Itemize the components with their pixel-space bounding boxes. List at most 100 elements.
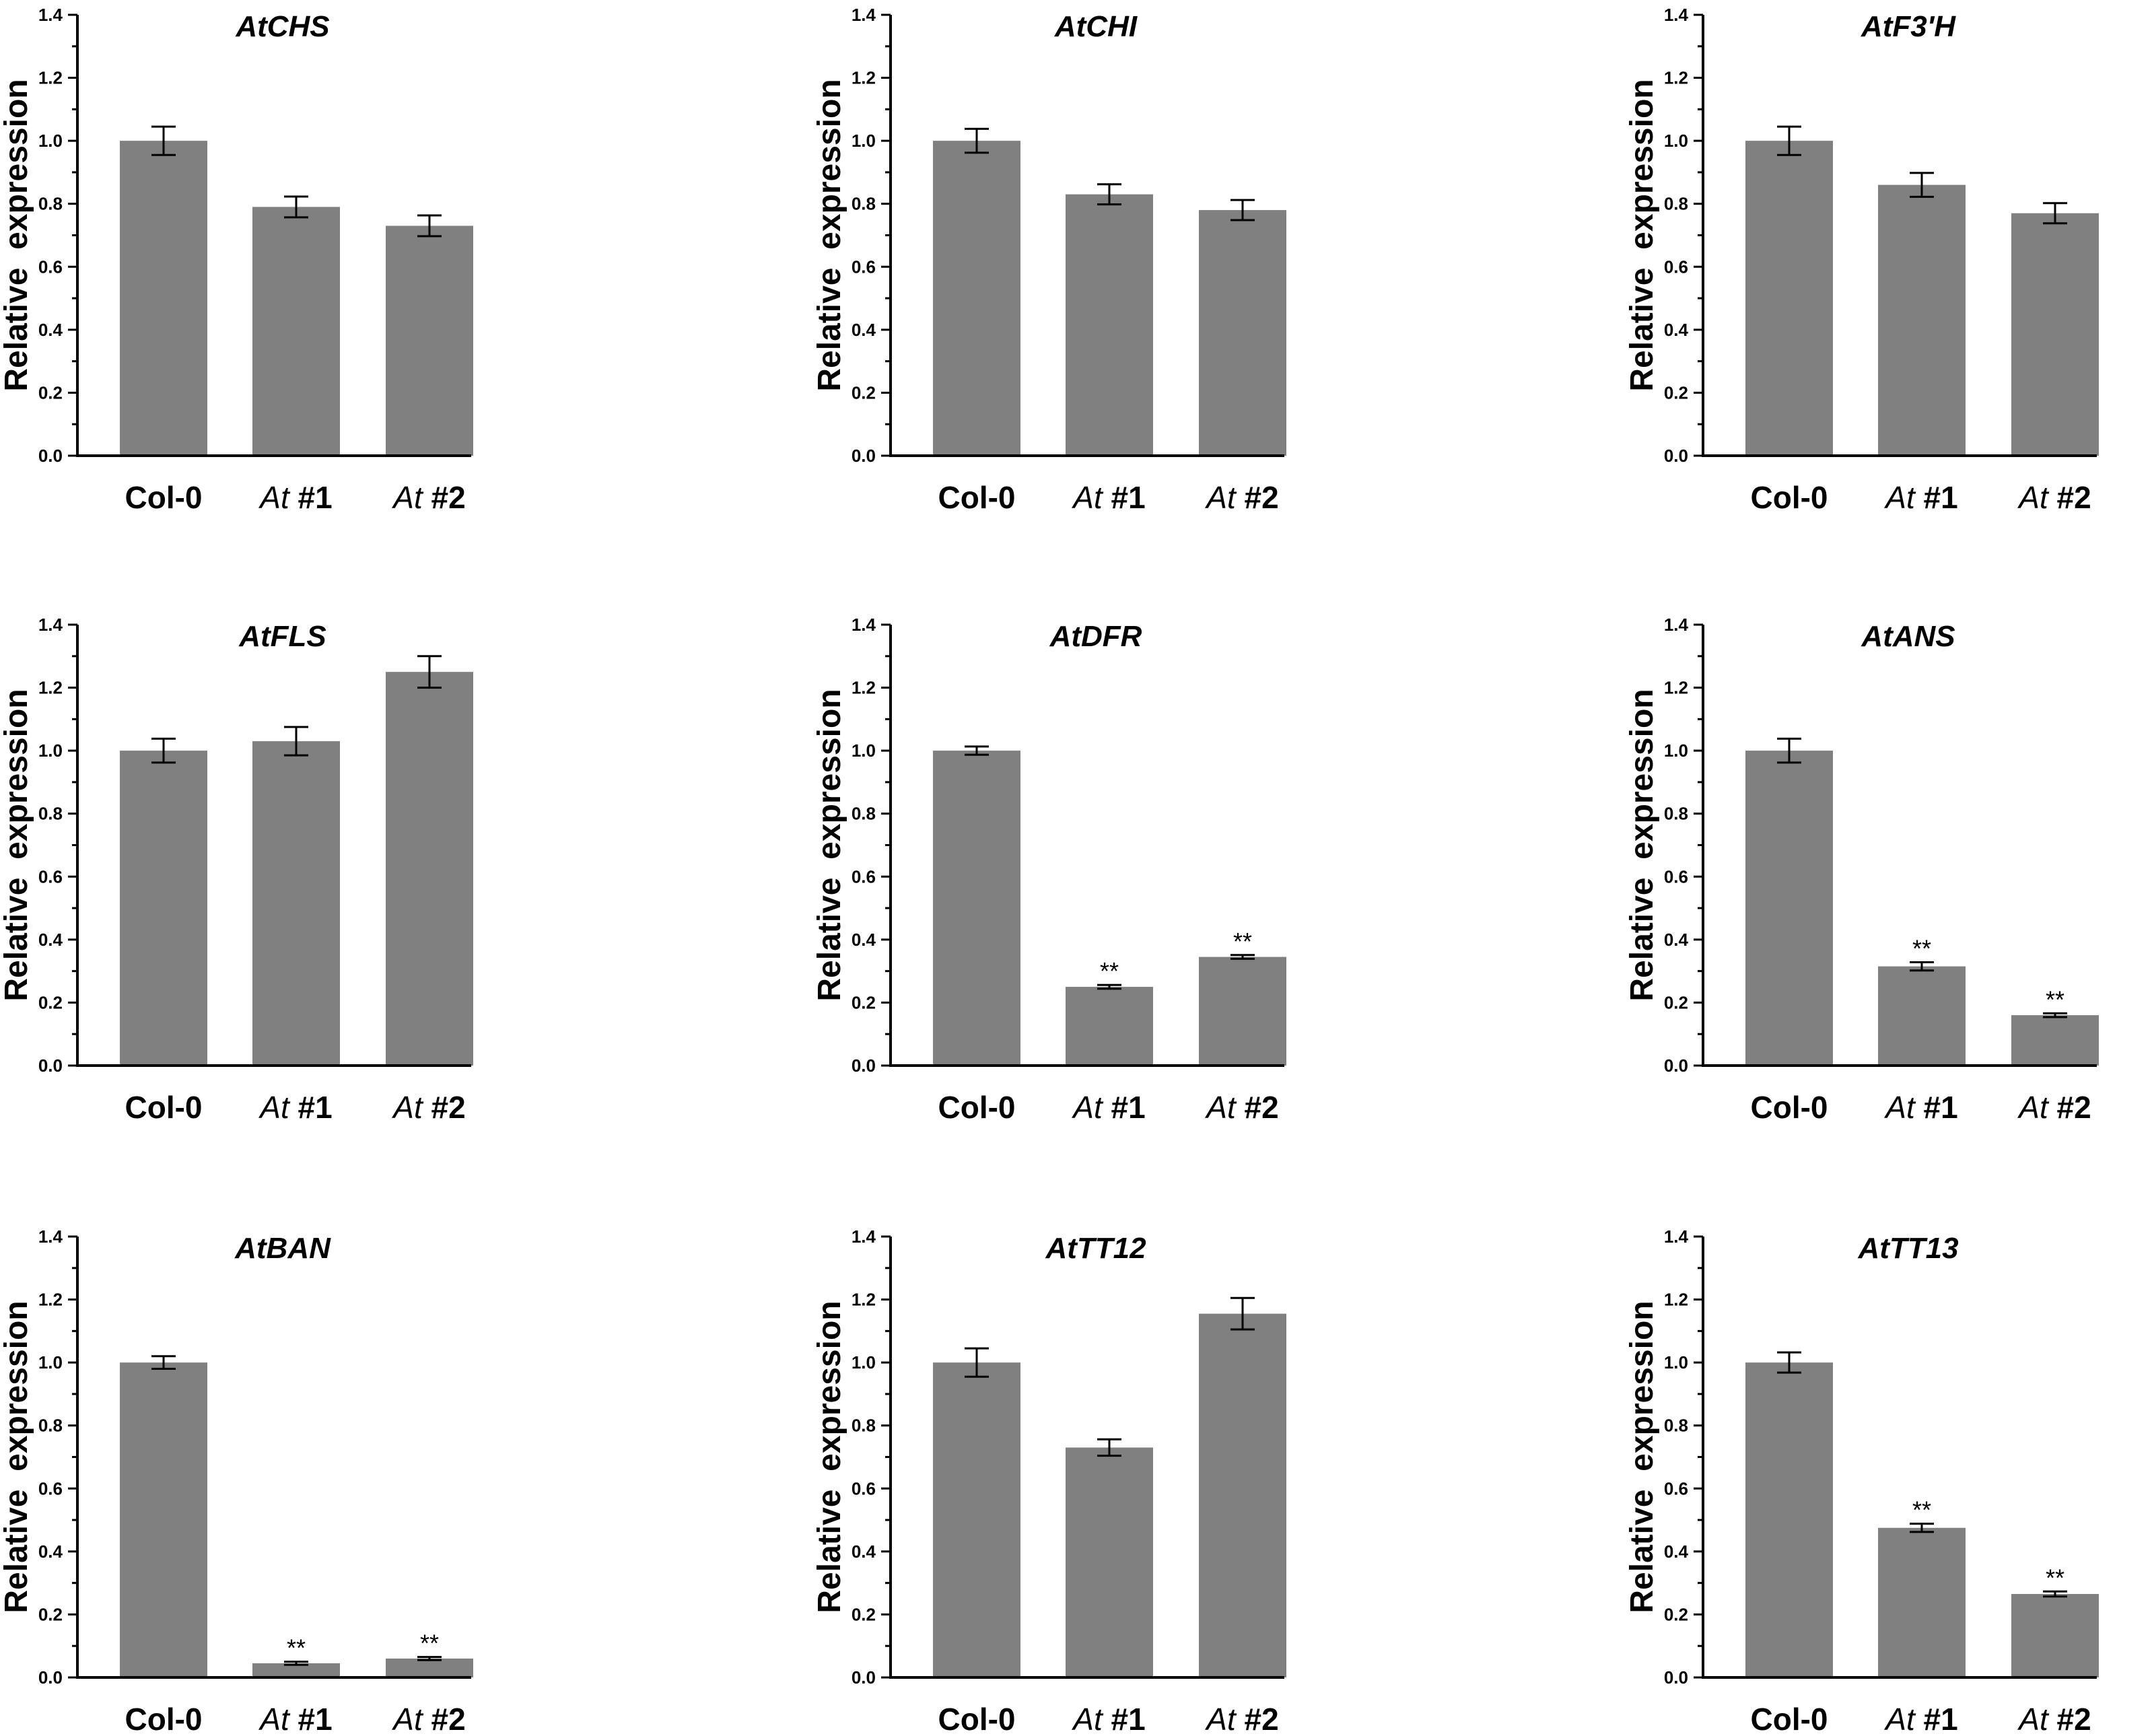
error-bar xyxy=(965,745,989,756)
y-tick-label: 0.8 xyxy=(38,1416,63,1436)
y-tick-label: 0.4 xyxy=(852,930,876,950)
y-tick-label: 0.4 xyxy=(852,320,876,340)
y-axis-label: Relative expression xyxy=(812,79,847,391)
x-tick-label: Col-0 xyxy=(125,1702,203,1736)
bar xyxy=(120,141,207,456)
error-bar xyxy=(1777,1351,1801,1374)
error-bar xyxy=(1777,125,1801,156)
error-bar xyxy=(284,726,308,757)
bar xyxy=(386,672,473,1066)
y-tick-label: 0.6 xyxy=(38,256,63,277)
x-tick-label: At #1 xyxy=(1071,480,1145,515)
y-tick-label: 1.2 xyxy=(1664,68,1688,88)
error-bar xyxy=(151,125,176,156)
error-bar xyxy=(1777,737,1801,764)
x-tick-label: At #2 xyxy=(391,1090,465,1125)
error-bar xyxy=(1230,954,1255,960)
y-tick-label: 0.8 xyxy=(38,194,63,214)
y-tick-label: 1.2 xyxy=(38,68,63,88)
panel-title: AtTT12 xyxy=(1045,1232,1146,1265)
y-tick-label: 0.4 xyxy=(38,1541,63,1562)
y-tick-label: 0.8 xyxy=(852,1416,876,1436)
y-axis-label: Relative expression xyxy=(1624,689,1660,1001)
x-tick-label: At #1 xyxy=(258,480,332,515)
bar xyxy=(1066,987,1153,1066)
chart-panel: 0.0 0.2 0.4 0.6 0.8 1.0 1.2 1.4 Col-0 At #1 At #2 R… xyxy=(1624,5,2099,515)
y-tick-label: 1.0 xyxy=(38,1352,63,1373)
y-axis-label: Relative expression xyxy=(1624,1300,1660,1613)
y-tick-label: 1.0 xyxy=(38,131,63,151)
y-tick-label: 1.2 xyxy=(1664,678,1688,698)
x-tick-label: At #1 xyxy=(1883,480,1957,515)
significance-label: ** xyxy=(420,1630,439,1657)
bar xyxy=(1878,184,1966,456)
error-bar xyxy=(417,1656,442,1661)
panel-title: AtDFR xyxy=(1049,620,1142,653)
significance-label: ** xyxy=(2046,1564,2064,1591)
y-tick-label: 1.4 xyxy=(1664,1226,1689,1247)
error-bar xyxy=(2043,1012,2067,1018)
y-tick-label: 0.2 xyxy=(1664,382,1688,403)
y-tick-label: 0.4 xyxy=(852,1541,876,1562)
y-tick-label: 0.8 xyxy=(1664,1416,1688,1436)
significance-label: ** xyxy=(1100,957,1119,985)
error-bar xyxy=(417,655,442,689)
error-bar xyxy=(284,195,308,219)
y-tick-label: 1.0 xyxy=(1664,1352,1688,1373)
y-tick-label: 0.0 xyxy=(1664,1667,1688,1688)
y-tick-label: 0.4 xyxy=(38,320,63,340)
error-bar xyxy=(2043,202,2067,225)
y-tick-label: 0.6 xyxy=(1664,1478,1688,1498)
x-tick-label: Col-0 xyxy=(938,1702,1016,1736)
bar xyxy=(1199,210,1286,456)
y-tick-label: 1.4 xyxy=(38,1226,63,1247)
bar xyxy=(2011,1015,2099,1066)
error-bar xyxy=(1097,983,1121,990)
y-tick-label: 0.0 xyxy=(1664,446,1688,466)
y-tick-label: 0.0 xyxy=(852,1055,876,1076)
y-tick-label: 0.2 xyxy=(38,382,63,403)
panel-title: AtFLS xyxy=(238,620,326,653)
x-tick-label: Col-0 xyxy=(1751,1090,1828,1125)
y-tick-label: 1.4 xyxy=(852,615,876,635)
y-tick-label: 1.2 xyxy=(852,1290,876,1310)
significance-label: ** xyxy=(1912,1496,1931,1524)
panel-title: AtBAN xyxy=(234,1232,331,1265)
error-bar xyxy=(1097,183,1121,206)
significance-label: ** xyxy=(1912,935,1931,963)
y-tick-label: 1.0 xyxy=(1664,740,1688,761)
x-tick-label: At #1 xyxy=(1071,1702,1145,1736)
y-axis-label: Relative expression xyxy=(0,79,34,391)
y-tick-label: 0.2 xyxy=(1664,992,1688,1012)
bar xyxy=(252,1663,340,1677)
x-tick-label: Col-0 xyxy=(938,1090,1016,1125)
bar xyxy=(120,751,207,1066)
y-tick-label: 0.4 xyxy=(1664,930,1689,950)
bar xyxy=(1199,957,1286,1066)
error-bar xyxy=(1097,1438,1121,1457)
bar xyxy=(933,751,1020,1066)
error-bar xyxy=(1910,1523,1934,1533)
y-tick-label: 1.4 xyxy=(1664,5,1689,25)
x-tick-label: At #2 xyxy=(2017,1090,2091,1125)
error-bar xyxy=(1910,961,1934,972)
panel-title: AtCHS xyxy=(235,10,329,43)
y-tick-label: 1.2 xyxy=(1664,1290,1688,1310)
chart-panel: ** ** 0.0 0.2 0.4 0.6 0.8 1.0 1.2 1.4 Col-0 At #1 At… xyxy=(1624,1226,2099,1736)
x-tick-label: At #2 xyxy=(1204,480,1278,515)
y-tick-label: 0.6 xyxy=(852,256,876,277)
bar xyxy=(386,225,473,456)
y-tick-label: 1.2 xyxy=(38,1290,63,1310)
error-bar xyxy=(1230,1296,1255,1331)
bar xyxy=(252,207,340,456)
bar xyxy=(2011,213,2099,456)
y-tick-label: 0.8 xyxy=(1664,194,1688,214)
y-tick-label: 0.8 xyxy=(852,194,876,214)
y-tick-label: 0.2 xyxy=(38,992,63,1012)
y-tick-label: 0.8 xyxy=(852,804,876,824)
y-tick-label: 1.4 xyxy=(38,5,63,25)
y-axis-label: Relative expression xyxy=(812,689,847,1001)
bar xyxy=(933,141,1020,456)
panel-title: AtANS xyxy=(1861,620,1955,653)
y-tick-label: 0.8 xyxy=(38,804,63,824)
